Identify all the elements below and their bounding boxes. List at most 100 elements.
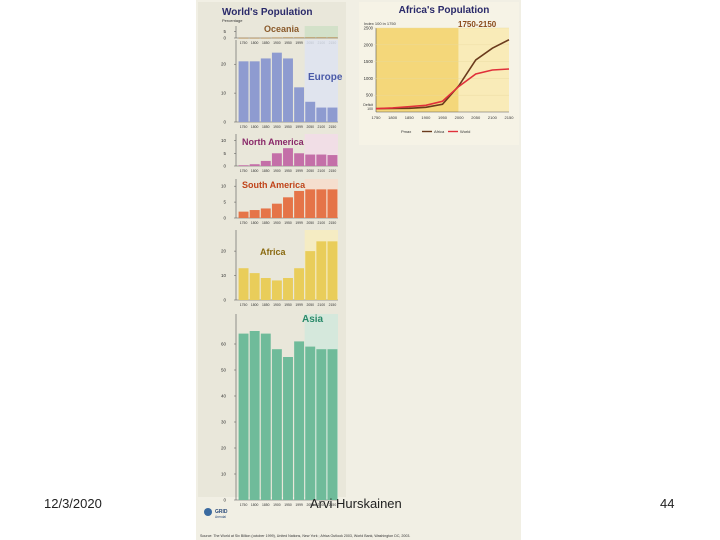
region-label: Africa <box>260 247 287 257</box>
x-tick-label: 1800 <box>251 125 259 129</box>
right-axis-label: Index 100 in 1750 <box>364 21 397 26</box>
bar <box>327 155 338 166</box>
bar <box>316 189 327 218</box>
y-tick-label: 0 <box>223 216 226 221</box>
x-tick-label: 2150 <box>329 303 337 307</box>
footer-author: Arvi Hurskainen <box>310 496 402 511</box>
y-tick-label: 5 <box>223 200 226 205</box>
region-label: South America <box>242 180 306 190</box>
y-tick-label: 10 <box>221 273 227 278</box>
series-line-world <box>375 68 510 110</box>
x-tick-label: 1850 <box>405 115 415 120</box>
x-tick-label: 1900 <box>273 503 281 507</box>
x-tick-label: 1750 <box>240 41 248 45</box>
bar <box>238 61 249 122</box>
bar <box>249 61 260 122</box>
chart-north-america: 0 5 10 1750 1800 1850 1900 1950 1999 2050 2100 2150… <box>221 134 338 173</box>
x-tick-label: 1850 <box>262 303 270 307</box>
x-tick-label: 1900 <box>273 303 281 307</box>
y-tick-label: 60 <box>221 342 227 347</box>
bar <box>316 37 327 39</box>
bar <box>238 165 249 167</box>
bar <box>305 154 316 166</box>
footer-date: 12/3/2020 <box>44 496 102 511</box>
x-tick-label: 1800 <box>251 503 259 507</box>
chart-africa: 0 10 20 1750 1800 1850 1900 1950 1999 2050 2100 215… <box>221 230 338 307</box>
bar <box>249 37 260 39</box>
x-tick-label: 1750 <box>240 303 248 307</box>
x-tick-label: 1950 <box>284 503 292 507</box>
x-tick-label: 2150 <box>505 115 515 120</box>
x-tick-label: 1999 <box>295 303 303 307</box>
region-label: Oceania <box>264 24 300 34</box>
x-tick-label: 1850 <box>262 169 270 173</box>
y-tick-label: 2500 <box>364 26 374 31</box>
x-tick-label: 1800 <box>388 115 398 120</box>
x-tick-label: 1950 <box>284 41 292 45</box>
bar <box>283 58 293 122</box>
x-tick-label: 1850 <box>262 221 270 225</box>
y-tick-label: 50 <box>221 368 227 373</box>
bar <box>283 148 293 166</box>
x-tick-label: 1999 <box>295 169 303 173</box>
bar <box>271 349 282 500</box>
bar <box>260 58 271 122</box>
bar <box>316 349 327 500</box>
y-tick-label: 20 <box>221 446 227 451</box>
x-tick-label: 2050 <box>306 125 314 129</box>
y-tick-label: 0 <box>223 498 226 503</box>
x-tick-label: 1999 <box>295 221 303 225</box>
bar <box>294 341 305 500</box>
chart-south-america: 0 5 10 1750 1800 1850 1900 1950 1999 2050 2100 2150… <box>221 179 338 225</box>
x-tick-label: 1800 <box>251 41 259 45</box>
bar <box>294 153 305 166</box>
x-tick-label: 1950 <box>438 115 448 120</box>
bar <box>305 101 316 122</box>
bar <box>316 241 327 300</box>
bar <box>283 197 293 218</box>
x-tick-label: 1750 <box>240 125 248 129</box>
x-tick-label: 2050 <box>306 503 314 507</box>
x-tick-label: 1800 <box>251 169 259 173</box>
y-tick-label: 1000 <box>364 76 374 81</box>
bar <box>238 333 249 500</box>
x-tick-label: 2050 <box>306 303 314 307</box>
bar <box>327 37 338 39</box>
bar <box>271 52 282 122</box>
y-tick-label: 2000 <box>364 42 374 47</box>
x-tick-label: 2150 <box>329 503 337 507</box>
bar <box>327 107 338 122</box>
bar <box>260 208 271 218</box>
bar <box>238 37 249 39</box>
region-label: Europe <box>308 72 343 83</box>
x-tick-label: 1750 <box>240 221 248 225</box>
bar <box>327 189 338 218</box>
y-tick-label: 0 <box>223 120 226 125</box>
bar <box>271 203 282 218</box>
y-tick-label: 0 <box>223 164 226 169</box>
x-tick-label: 1750 <box>372 115 382 120</box>
x-tick-label: 1850 <box>262 41 270 45</box>
y-tick-label: 10 <box>221 138 227 143</box>
y-tick-label: 5 <box>223 151 226 156</box>
x-tick-label: 1950 <box>284 169 292 173</box>
x-tick-label: 1750 <box>240 169 248 173</box>
logo-subtext: Arendal <box>215 515 226 519</box>
bar <box>271 280 282 300</box>
bar <box>271 153 282 166</box>
bar <box>249 273 260 300</box>
bar <box>238 211 249 218</box>
x-tick-label: 1950 <box>284 221 292 225</box>
x-tick-label: 2100 <box>318 503 326 507</box>
legend-label: World <box>460 129 470 134</box>
historical-region <box>376 28 459 112</box>
projection-region <box>304 26 338 38</box>
x-tick-label: 1750 <box>240 503 248 507</box>
x-tick-label: 2050 <box>306 169 314 173</box>
y-tick-label: 30 <box>221 420 227 425</box>
x-tick-label: 1900 <box>273 221 281 225</box>
bar <box>316 154 327 166</box>
y-extra-label: Deficit <box>363 103 373 107</box>
